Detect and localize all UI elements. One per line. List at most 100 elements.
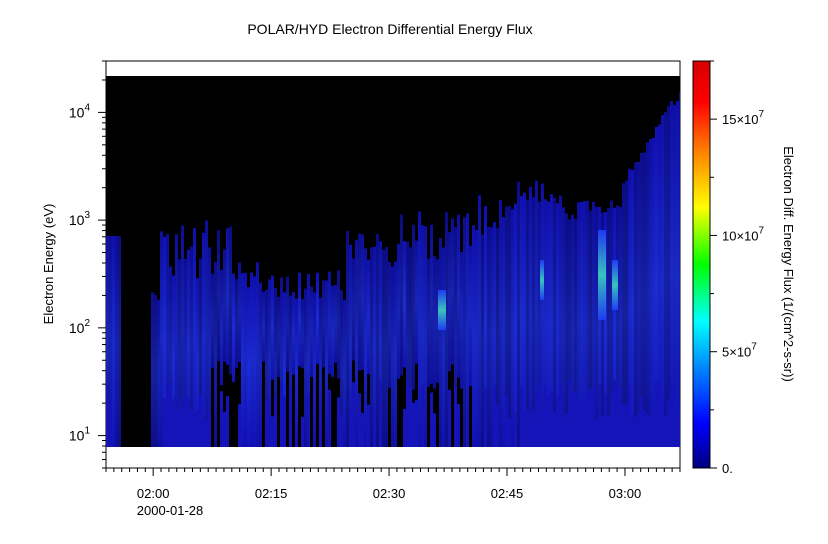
flux-band <box>508 205 511 447</box>
flux-hotspot <box>438 290 446 330</box>
spectrogram-bands <box>106 91 680 447</box>
flux-band <box>406 241 409 447</box>
flux-band <box>211 273 214 368</box>
flux-band-low <box>574 392 577 447</box>
flux-band-low <box>163 397 166 447</box>
flux-band <box>352 258 355 361</box>
flux-band-low <box>265 401 268 447</box>
flux-band <box>655 126 658 447</box>
flux-band-low <box>190 409 193 447</box>
flux-band <box>316 272 319 365</box>
flux-band-low <box>619 387 622 447</box>
flux-band <box>223 249 226 362</box>
flux-band <box>241 273 244 447</box>
flux-band <box>622 183 625 447</box>
flux-band <box>439 237 442 447</box>
flux-band <box>343 299 346 447</box>
x-tick-label: 02:00 <box>137 486 170 501</box>
flux-band <box>469 245 472 387</box>
flux-band-low <box>289 389 292 447</box>
flux-band-low <box>640 397 643 447</box>
flux-hotspot <box>612 260 618 310</box>
flux-band-low <box>589 388 592 447</box>
flux-band-low <box>553 411 556 447</box>
flux-band <box>520 196 523 447</box>
flux-band-low <box>514 413 517 447</box>
colorbar-tick-label: 0. <box>722 461 733 476</box>
flux-band <box>307 273 310 447</box>
flux-band <box>346 230 349 447</box>
flux-band <box>523 192 526 447</box>
flux-band-low <box>616 385 619 447</box>
flux-band <box>220 269 223 386</box>
flux-band <box>475 229 478 447</box>
flux-band <box>634 162 637 447</box>
flux-band <box>640 152 643 447</box>
flux-band-low <box>550 391 553 447</box>
flux-band-low <box>544 385 547 447</box>
flux-band-low <box>496 404 499 447</box>
flux-band <box>532 196 535 447</box>
flux-band <box>274 287 277 447</box>
flux-band-low <box>541 408 544 447</box>
flux-band-low <box>358 393 361 447</box>
flux-band-low <box>430 392 433 447</box>
flux-band <box>487 226 490 447</box>
flux-band <box>451 218 454 365</box>
flux-band <box>415 240 418 364</box>
flux-band-low <box>373 409 376 447</box>
flux-band-low <box>457 404 460 447</box>
flux-band-low <box>661 405 664 447</box>
flux-band-low <box>178 398 181 447</box>
flux-band <box>598 206 601 447</box>
flux-band-low <box>466 411 469 447</box>
flux-band <box>232 273 235 383</box>
flux-band <box>370 247 373 447</box>
flux-band-low <box>361 412 364 447</box>
flux-band-low <box>628 384 631 447</box>
flux-band <box>295 298 298 447</box>
x-tick-label: 03:00 <box>609 486 642 501</box>
flux-band-low <box>604 393 607 447</box>
flux-band-low <box>586 390 589 447</box>
colorbar-tick-label: 10×107 <box>722 225 765 243</box>
flux-band-low <box>583 401 586 447</box>
flux-band-low <box>184 397 187 447</box>
flux-band <box>397 243 400 379</box>
flux-band <box>433 256 436 389</box>
flux-band-low <box>172 398 175 447</box>
flux-band <box>619 206 622 447</box>
flux-band <box>646 142 649 447</box>
flux-band <box>637 161 640 447</box>
flux-band <box>208 247 211 447</box>
flux-band-low <box>109 400 112 447</box>
flux-band-low <box>529 418 532 447</box>
flux-band <box>547 201 550 447</box>
flux-band <box>388 261 391 388</box>
flux-band <box>601 212 604 447</box>
flux-band <box>340 290 343 447</box>
flux-band-low <box>547 396 550 447</box>
flux-band <box>193 227 196 447</box>
flux-band <box>607 208 610 447</box>
flux-band-low <box>535 393 538 447</box>
flux-band-low <box>379 381 382 447</box>
flux-band-low <box>580 399 583 447</box>
flux-band <box>364 248 367 447</box>
flux-band <box>589 210 592 447</box>
flux-band <box>454 226 457 447</box>
flux-band-low <box>406 380 409 447</box>
flux-band <box>154 294 157 447</box>
flux-band <box>610 200 613 447</box>
flux-band <box>556 203 559 447</box>
flux-band-low <box>538 386 541 447</box>
flux-band <box>376 234 379 447</box>
flux-band-low <box>532 410 535 447</box>
flux-band <box>445 212 448 447</box>
flux-band <box>538 201 541 447</box>
flux-band <box>568 219 571 447</box>
flux-band <box>526 199 529 447</box>
flux-band <box>535 180 538 447</box>
flux-band-low <box>631 415 634 447</box>
y-tick-label: 103 <box>69 210 91 228</box>
